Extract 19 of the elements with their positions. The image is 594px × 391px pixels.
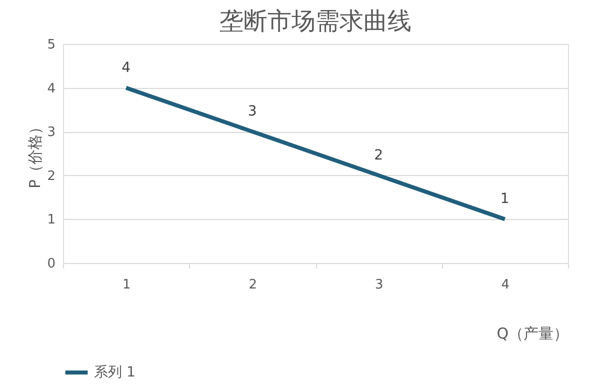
- y-tick-label: 4: [47, 81, 56, 96]
- legend-label: 系列 1: [94, 364, 136, 380]
- x-tick-label: 3: [374, 278, 384, 292]
- data-label: 3: [248, 104, 257, 120]
- line-series: [124, 86, 507, 222]
- x-tick-label: 2: [248, 278, 258, 292]
- data-label: 1: [500, 191, 510, 208]
- x-tick-label: 4: [501, 278, 510, 292]
- y-tick-label: 0: [47, 256, 56, 272]
- y-tick-label: 5: [47, 38, 56, 52]
- chart-title: 垄断市场需求曲线: [220, 7, 412, 35]
- data-label: 2: [374, 147, 384, 164]
- x-axis-title: Q（产量）: [496, 324, 568, 342]
- x-tick-label: 1: [122, 278, 131, 292]
- y-tick-label: 2: [47, 168, 56, 184]
- y-tick-label: 1: [47, 212, 56, 228]
- y-axis-title: P（价格）: [26, 119, 44, 189]
- data-label: 4: [122, 60, 131, 76]
- y-tick-label: 3: [47, 125, 56, 140]
